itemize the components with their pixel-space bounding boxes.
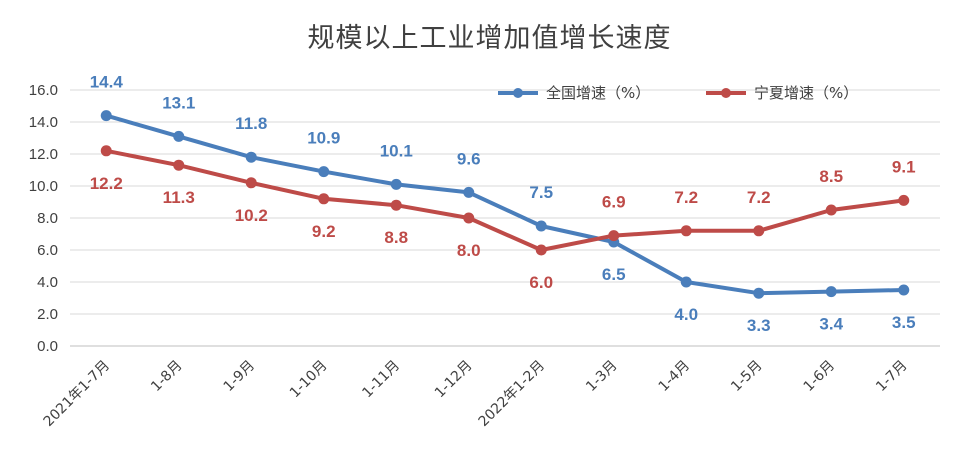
data-label: 7.5 [529, 183, 553, 202]
data-point [898, 284, 910, 296]
x-tick-label: 2021年1-7月 [41, 358, 113, 430]
data-label: 14.4 [90, 73, 124, 92]
series-line [104, 148, 906, 252]
data-point [680, 276, 692, 288]
data-label: 7.2 [747, 188, 771, 207]
y-tick-label: 2.0 [37, 306, 58, 323]
data-point [608, 230, 620, 242]
data-point [173, 159, 185, 171]
data-point [825, 286, 837, 298]
data-point [245, 151, 257, 163]
data-point [753, 287, 765, 299]
x-tick-label: 1-9月 [221, 358, 258, 395]
data-label: 12.2 [90, 174, 123, 193]
data-point [680, 225, 692, 237]
data-label: 7.2 [674, 188, 698, 207]
x-tick-label: 1-3月 [583, 358, 620, 395]
legend-swatch-marker [721, 88, 731, 98]
chart-title: 规模以上工业增加值增长速度 [307, 23, 672, 54]
legend-label: 宁夏增速（%） [754, 84, 858, 102]
y-tick-label: 16.0 [29, 82, 58, 99]
data-label: 11.8 [235, 114, 267, 133]
data-point [753, 225, 765, 237]
data-point [898, 194, 910, 206]
data-label: 9.1 [892, 157, 916, 176]
legend-label: 全国增速（%） [546, 84, 650, 102]
x-tick-label: 1-11月 [359, 358, 403, 402]
data-point [825, 204, 837, 216]
legend-swatch-marker [513, 88, 523, 98]
x-tick-label: 1-10月 [287, 358, 331, 402]
x-tick-label: 2022年1-2月 [476, 358, 548, 430]
data-point [245, 177, 257, 189]
data-label: 10.1 [380, 141, 413, 160]
data-point [463, 186, 475, 198]
data-label: 3.5 [892, 313, 916, 332]
data-point [318, 166, 330, 178]
data-label: 9.6 [457, 149, 481, 168]
data-label: 3.4 [819, 315, 843, 334]
data-point [318, 193, 330, 205]
data-label: 8.8 [384, 228, 408, 247]
data-label: 6.9 [602, 193, 626, 212]
y-tick-label: 6.0 [37, 242, 58, 259]
x-tick-label: 1-4月 [656, 358, 693, 395]
y-tick-label: 14.0 [29, 114, 58, 131]
data-point [463, 212, 475, 224]
x-tick-label: 1-12月 [432, 358, 476, 402]
x-tick-label: 1-6月 [801, 358, 838, 395]
data-label: 10.2 [235, 206, 268, 225]
data-point [100, 145, 112, 157]
data-point [535, 244, 547, 256]
data-label: 10.9 [307, 129, 340, 148]
series-line [104, 113, 906, 296]
data-point [390, 178, 402, 190]
y-tick-label: 8.0 [37, 210, 58, 227]
data-label: 11.3 [163, 188, 195, 207]
x-tick-label: 1-7月 [873, 358, 910, 395]
data-point [390, 199, 402, 211]
data-label: 3.3 [747, 316, 771, 335]
x-tick-label: 1-5月 [728, 358, 765, 395]
data-label: 9.2 [312, 222, 336, 241]
data-label: 6.0 [529, 273, 553, 292]
data-point [173, 130, 185, 142]
y-tick-label: 4.0 [37, 274, 58, 291]
data-label: 8.5 [819, 167, 843, 186]
data-label: 8.0 [457, 241, 481, 260]
data-point [535, 220, 547, 232]
data-label: 6.5 [602, 265, 626, 284]
y-tick-label: 0.0 [37, 338, 58, 355]
y-tick-label: 10.0 [29, 178, 58, 195]
data-label: 13.1 [162, 93, 195, 112]
x-tick-label: 1-8月 [148, 358, 185, 395]
data-label: 4.0 [674, 305, 698, 324]
y-tick-label: 12.0 [29, 146, 58, 163]
data-point [100, 110, 112, 122]
